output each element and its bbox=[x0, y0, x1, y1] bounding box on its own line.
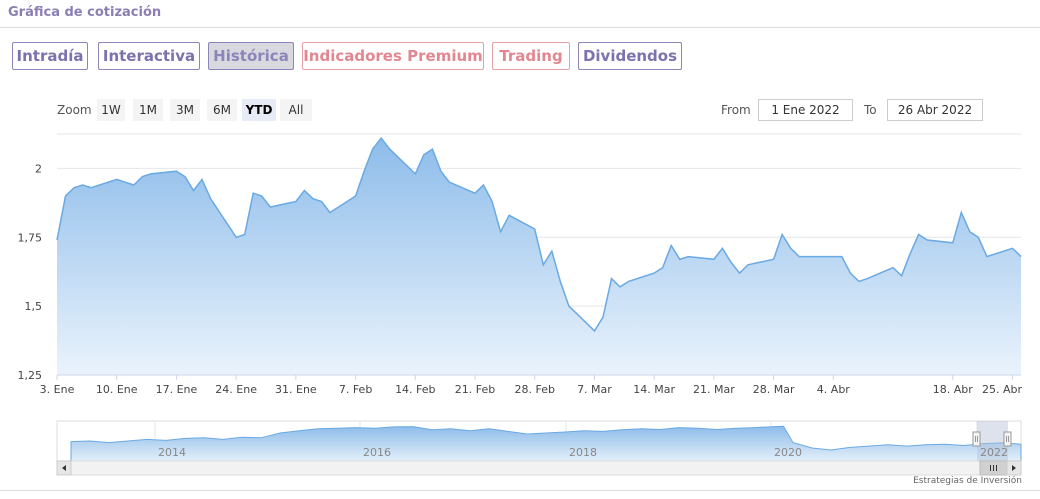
x-tick-label: 24. Ene bbox=[215, 383, 257, 396]
navigator-selection[interactable] bbox=[977, 421, 1008, 461]
navigator-year-label: 2016 bbox=[363, 446, 391, 459]
from-label: From bbox=[721, 103, 751, 117]
y-tick-label: 2 bbox=[35, 162, 42, 175]
tab-trading[interactable]: Trading bbox=[492, 42, 570, 70]
x-tick-label: 4. Abr bbox=[817, 383, 850, 396]
y-tick-label: 1,5 bbox=[25, 300, 43, 313]
zoom-all-button[interactable]: All bbox=[280, 99, 312, 121]
x-tick-label: 10. Ene bbox=[96, 383, 138, 396]
title-divider bbox=[0, 27, 1040, 28]
x-tick-label: 25. Abr bbox=[982, 383, 1022, 396]
y-tick-label: 1,75 bbox=[18, 231, 43, 244]
arrow-left-icon bbox=[62, 465, 66, 471]
x-tick-label: 17. Ene bbox=[156, 383, 198, 396]
navigator-year-label: 2022 bbox=[980, 446, 1008, 459]
x-tick-label: 14. Feb bbox=[395, 383, 435, 396]
tab-interactiva[interactable]: Interactiva bbox=[98, 42, 200, 70]
x-tick-label: 7. Feb bbox=[339, 383, 372, 396]
x-tick-label: 21. Feb bbox=[455, 383, 495, 396]
tab-indicadores-premium[interactable]: Indicadores Premium bbox=[302, 42, 484, 70]
zoom-ytd-button[interactable]: YTD bbox=[242, 99, 276, 121]
y-tick-label: 1,25 bbox=[18, 369, 43, 382]
zoom-label: Zoom bbox=[57, 103, 92, 117]
tab-dividendos[interactable]: Dividendos bbox=[578, 42, 682, 70]
x-tick-label: 28. Mar bbox=[753, 383, 795, 396]
zoom-1w-button[interactable]: 1W bbox=[97, 99, 125, 121]
tab-historica[interactable]: Histórica bbox=[208, 42, 294, 70]
navigator-year-labels: 2014 2016 2018 2020 2022 bbox=[158, 446, 1008, 459]
credit-link[interactable]: Estrategias de Inversión bbox=[913, 476, 1022, 486]
navigator-right-handle[interactable] bbox=[1003, 431, 1012, 447]
x-tick-label: 7. Mar bbox=[577, 383, 612, 396]
navigator-left-handle[interactable] bbox=[972, 431, 981, 447]
scrollbar[interactable] bbox=[56, 460, 1022, 476]
from-date-input[interactable]: 1 Ene 2022 bbox=[758, 99, 853, 121]
navigator-year-label: 2020 bbox=[774, 446, 802, 459]
zoom-3m-button[interactable]: 3M bbox=[170, 99, 200, 121]
price-line bbox=[56, 136, 1022, 333]
navigator-year-label: 2014 bbox=[158, 446, 186, 459]
page-title: Gráfica de cotización bbox=[8, 5, 162, 20]
navigator-area bbox=[70, 425, 1022, 462]
price-area bbox=[57, 138, 1021, 375]
x-tick-label: 14. Mar bbox=[633, 383, 675, 396]
navigator[interactable]: 2014 2016 2018 2020 2022 bbox=[56, 420, 1022, 462]
x-tick-label: 21. Mar bbox=[693, 383, 735, 396]
x-tick-label: 28. Feb bbox=[515, 383, 555, 396]
to-date-input[interactable]: 26 Abr 2022 bbox=[887, 99, 983, 121]
x-axis-ticks: 3. Ene 10. Ene 17. Ene 24. Ene 31. Ene 7. Feb… bbox=[40, 375, 1022, 396]
x-tick-label: 31. Ene bbox=[275, 383, 317, 396]
scrollbar-track[interactable] bbox=[56, 460, 1022, 476]
x-tick-label: 18. Abr bbox=[933, 383, 973, 396]
arrow-right-icon bbox=[1012, 465, 1016, 471]
navigator-year-label: 2018 bbox=[569, 446, 597, 459]
to-label: To bbox=[864, 103, 877, 117]
tab-intradia[interactable]: Intradía bbox=[12, 42, 88, 70]
zoom-6m-button[interactable]: 6M bbox=[207, 99, 237, 121]
zoom-1m-button[interactable]: 1M bbox=[133, 99, 163, 121]
y-axis-ticks: 1,25 1,5 1,75 2 bbox=[18, 162, 43, 382]
x-tick-label: 3. Ene bbox=[40, 383, 75, 396]
bottom-divider bbox=[0, 490, 1040, 491]
